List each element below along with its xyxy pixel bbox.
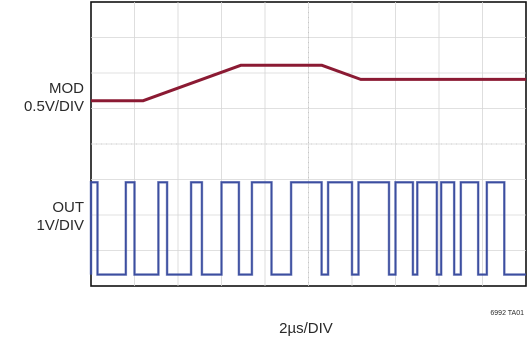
out-channel-scale: 1V/DIV [36,217,84,234]
traces [89,63,526,276]
mod-channel-scale: 0.5V/DIV [24,98,84,115]
x-axis-label: 2µs/DIV [279,320,333,337]
out-channel-label: OUT [52,199,84,216]
mod-trace [91,63,526,103]
mod-channel-label: MOD [49,80,84,97]
figure-code: 6992 TA01 [490,310,524,317]
out-trace-glow [89,181,526,276]
